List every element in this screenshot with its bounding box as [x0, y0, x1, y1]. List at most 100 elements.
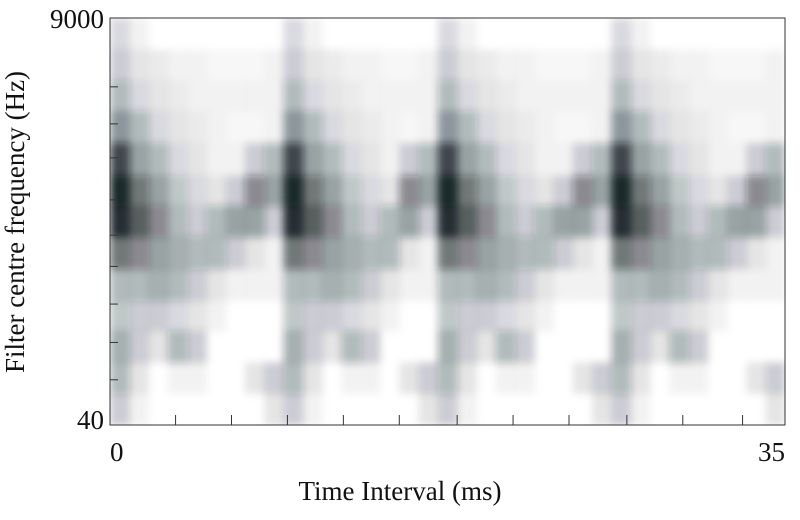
heatmap-cell [380, 393, 400, 425]
heatmap-cell [302, 300, 323, 332]
heatmap-cell [688, 330, 709, 363]
heatmap-cell [496, 18, 516, 50]
heatmap-cell [380, 205, 400, 238]
heatmap-cell [129, 18, 150, 51]
heatmap-cell [611, 175, 632, 207]
heatmap-cell [341, 205, 362, 238]
heatmap-cell [766, 300, 786, 331]
heatmap-cell [322, 80, 342, 112]
heatmap-cell [264, 393, 285, 425]
heatmap-cell [206, 80, 227, 112]
heatmap-cell [650, 80, 670, 112]
heatmap-cell [341, 143, 362, 177]
heatmap-cell [495, 268, 516, 301]
heatmap-cell [688, 143, 709, 177]
heatmap-cell [322, 300, 342, 332]
heatmap-cell [110, 18, 130, 51]
heatmap-cell [592, 236, 612, 270]
heatmap-cell [110, 268, 130, 301]
heatmap-cell [341, 300, 362, 332]
heatmap-cell [148, 330, 169, 363]
heatmap-cell [283, 393, 304, 425]
heatmap-cell [669, 393, 689, 425]
heatmap-cell [360, 205, 381, 238]
x-tick-label: 0 [110, 437, 124, 467]
heatmap-cell [187, 393, 207, 425]
heatmap-cell [302, 268, 323, 301]
heatmap-cell [167, 175, 188, 207]
heatmap-cell [746, 362, 767, 394]
heatmap-cell [746, 80, 767, 112]
heatmap-cell [302, 362, 323, 394]
heatmap-cell [110, 175, 130, 207]
heatmap-cell [457, 330, 477, 363]
heatmap-cell [226, 300, 246, 331]
heatmap-cell [110, 143, 130, 177]
heatmap-cell [534, 50, 554, 82]
heatmap-cell [225, 80, 246, 112]
heatmap-cell [226, 50, 246, 82]
heatmap-cell [437, 236, 458, 270]
heatmap-cell [167, 300, 188, 332]
heatmap-cell [206, 175, 227, 207]
heatmap-cell [437, 143, 458, 177]
heatmap-cell [361, 18, 381, 50]
heatmap-cell [206, 268, 227, 301]
heatmap-cell [283, 111, 304, 144]
heatmap-cell [225, 143, 246, 177]
heatmap-cell [245, 236, 265, 270]
heatmap-cell [669, 143, 690, 177]
heatmap-cell [727, 331, 747, 363]
heatmap-cell [630, 18, 651, 51]
heatmap-cell [765, 268, 785, 301]
heatmap-cell [476, 362, 496, 393]
heatmap-cell [515, 80, 535, 112]
heatmap-cell [727, 362, 747, 393]
heatmap-cell [554, 18, 574, 50]
heatmap-cell [245, 175, 265, 207]
heatmap-cell [611, 18, 632, 51]
heatmap-cell [264, 18, 284, 50]
heatmap-cell [187, 111, 207, 144]
heatmap-cell [708, 393, 728, 425]
heatmap-cell [110, 393, 130, 425]
heatmap-cell [573, 18, 593, 50]
x-axis-title: Time Interval (ms) [299, 476, 502, 506]
heatmap-cell [592, 111, 612, 144]
heatmap-cell [302, 49, 323, 82]
heatmap-cell [554, 111, 574, 143]
heatmap-cell [264, 111, 285, 144]
heatmap-cell [148, 300, 169, 332]
heatmap-cell [418, 143, 439, 177]
heatmap-cell [553, 175, 574, 207]
heatmap-cell [148, 205, 169, 238]
heatmap-cell [630, 268, 651, 301]
heatmap-cell [669, 362, 690, 394]
heatmap-cell [592, 143, 612, 177]
heatmap-cell [129, 175, 150, 207]
heatmap-cell [302, 205, 323, 238]
heatmap-cell [727, 175, 747, 207]
heatmap-cell [707, 236, 728, 270]
heatmap-cell [206, 18, 226, 50]
heatmap-cell [515, 300, 535, 332]
heatmap-cell [245, 331, 265, 363]
heatmap-cell [399, 80, 420, 112]
heatmap-cell [592, 331, 612, 363]
heatmap-cell [167, 49, 188, 82]
heatmap-cell [534, 143, 555, 177]
heatmap-cell [650, 300, 670, 332]
heatmap-cell [708, 331, 728, 363]
heatmap-cell [611, 393, 632, 425]
heatmap-cell [476, 393, 496, 425]
heatmap-cell [245, 268, 265, 301]
heatmap-cell [515, 393, 535, 425]
heatmap-cell [765, 80, 785, 112]
heatmap-cell [476, 49, 497, 82]
heatmap-cell [322, 143, 342, 177]
heatmap-cell [148, 143, 169, 177]
heatmap-cell [206, 143, 227, 177]
heatmap-cell [573, 331, 593, 363]
heatmap-cell [206, 205, 227, 238]
heatmap-cell [399, 143, 420, 177]
